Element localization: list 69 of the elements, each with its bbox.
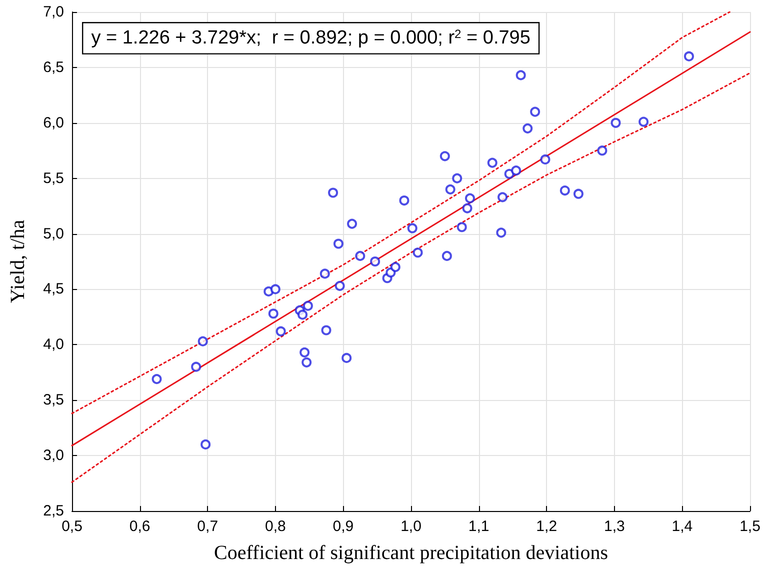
point	[560, 186, 570, 196]
y-tick-label: 4,5	[43, 280, 64, 298]
point	[320, 268, 330, 279]
point	[276, 326, 286, 336]
x-tick-label: 1,1	[468, 518, 490, 535]
x-tick-label: 0,7	[197, 518, 218, 535]
point	[355, 250, 366, 261]
x-tick-label: 1,4	[672, 518, 693, 535]
x-tick-label: 0,5	[62, 518, 82, 535]
point	[191, 362, 202, 372]
y-tick-label: 5,0	[43, 225, 64, 242]
point	[496, 228, 506, 238]
x-tick-label: 0,8	[264, 518, 286, 535]
point	[328, 188, 338, 198]
point	[464, 193, 475, 204]
y-tick-label: 6,5	[43, 58, 64, 76]
point	[200, 439, 211, 450]
x-tick-label: 1,3	[604, 518, 625, 535]
point	[684, 51, 694, 62]
point	[511, 166, 522, 176]
point	[302, 357, 312, 368]
point	[270, 284, 280, 294]
point	[334, 280, 345, 291]
point	[342, 352, 352, 363]
y-tick-label: 3,5	[43, 392, 64, 409]
y-axis-title: Yield, t/ha	[7, 220, 29, 304]
x-axis-title: Coefficient of significant precipitation deviations	[214, 542, 608, 564]
point	[522, 123, 533, 134]
point	[516, 70, 526, 80]
point	[597, 146, 608, 156]
point	[440, 151, 450, 162]
x-tick-label: 1,2	[536, 518, 558, 535]
point	[333, 238, 344, 249]
point	[300, 347, 310, 358]
point	[573, 188, 584, 199]
point	[498, 192, 508, 202]
point	[321, 325, 332, 336]
x-tick-label: 0,6	[129, 518, 150, 535]
point	[370, 256, 380, 266]
point	[407, 223, 418, 234]
point	[445, 184, 456, 194]
point	[412, 248, 423, 258]
point	[452, 173, 462, 184]
point	[152, 374, 162, 384]
y-tick-label: 5,5	[43, 170, 64, 187]
y-tick-label: 6,0	[43, 114, 64, 132]
y-tick-label: 4,0	[43, 336, 64, 354]
point	[530, 106, 540, 117]
x-tick-label: 1,5	[740, 518, 760, 535]
y-tick-label: 2,5	[43, 502, 64, 520]
y-tick-label: 3,0	[43, 447, 64, 464]
point	[298, 310, 308, 320]
point	[442, 250, 452, 261]
point	[268, 308, 278, 319]
line-series	[71, 72, 751, 483]
point	[487, 158, 498, 168]
y-tick-label: 7,0	[43, 4, 64, 20]
point	[456, 222, 467, 232]
point	[198, 336, 208, 346]
point	[462, 203, 472, 214]
point	[390, 262, 400, 272]
x-tick-label: 1,0	[400, 518, 422, 535]
point	[540, 154, 550, 164]
x-tick-label: 0,9	[332, 518, 354, 535]
point	[638, 116, 649, 127]
point	[610, 118, 621, 128]
point	[347, 218, 358, 229]
point	[302, 300, 313, 311]
point	[399, 196, 410, 206]
